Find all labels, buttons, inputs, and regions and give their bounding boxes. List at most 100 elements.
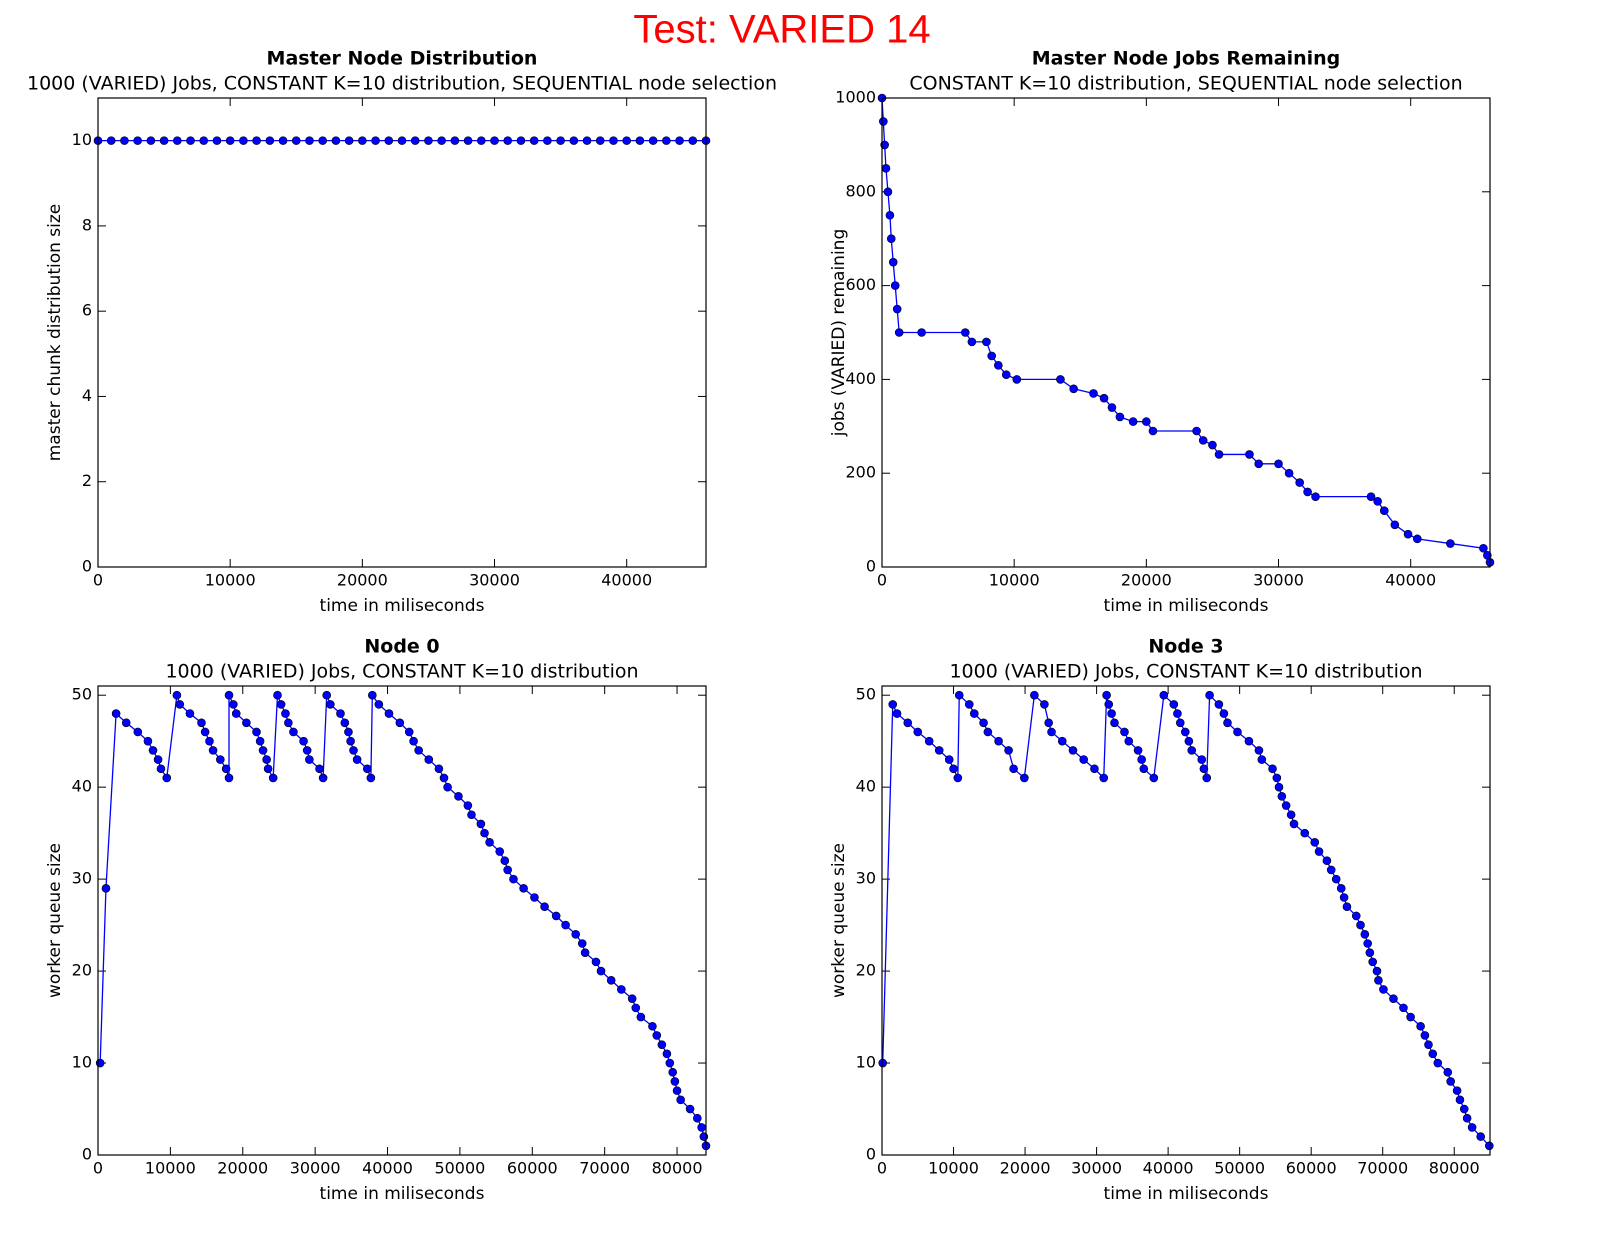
- data-point: [1277, 792, 1287, 801]
- y-tick-label: 20: [72, 961, 92, 980]
- data-point: [596, 966, 606, 976]
- data-point: [1268, 764, 1277, 774]
- data-point: [665, 1058, 675, 1068]
- x-axis-label: time in miliseconds: [1104, 596, 1269, 616]
- chart-title: Master Node Jobs Remaining: [1032, 48, 1341, 70]
- data-point: [1365, 948, 1375, 957]
- chart-subtitle: CONSTANT K=10 distribution, SEQUENTIAL n…: [909, 73, 1462, 95]
- data-point: [1069, 384, 1078, 394]
- data-point: [685, 1104, 695, 1114]
- data-point: [894, 328, 904, 337]
- data-point: [495, 847, 505, 856]
- data-point: [1459, 1104, 1469, 1114]
- data-point: [1149, 773, 1159, 783]
- data-point: [265, 136, 275, 145]
- data-point: [543, 136, 552, 145]
- data-point: [1079, 755, 1089, 764]
- data-point: [302, 746, 312, 755]
- data-point: [291, 136, 301, 145]
- data-point: [480, 828, 489, 838]
- data-point: [224, 773, 234, 783]
- data-point: [1428, 1049, 1438, 1059]
- data-point: [1245, 450, 1254, 459]
- data-point: [153, 755, 163, 764]
- data-point: [540, 902, 549, 912]
- data-point: [133, 727, 143, 737]
- data-point: [1326, 865, 1336, 875]
- data-point: [1479, 543, 1488, 553]
- chart-subtitle: 1000 (VARIED) Jobs, CONSTANT K=10 distri…: [165, 661, 638, 683]
- data-point: [1192, 426, 1201, 436]
- data-point: [463, 136, 473, 145]
- data-point: [886, 234, 896, 243]
- data-point: [111, 709, 121, 718]
- data-point: [1244, 736, 1254, 746]
- data-point: [994, 736, 1003, 746]
- data-point: [366, 773, 376, 783]
- data-point: [672, 1086, 682, 1095]
- data-point: [242, 718, 251, 728]
- data-point: [148, 746, 158, 755]
- y-tick-label: 8: [82, 215, 92, 234]
- data-point: [631, 1003, 641, 1013]
- data-point: [1128, 417, 1138, 426]
- y-axis-label: master chunk distribution size: [45, 204, 65, 462]
- data-point: [878, 1058, 888, 1068]
- data-point: [397, 136, 407, 145]
- data-point: [892, 304, 902, 314]
- data-point: [949, 764, 958, 774]
- data-point: [879, 117, 888, 126]
- data-point: [414, 746, 423, 755]
- data-point: [1175, 718, 1185, 728]
- x-tick-label: 20000: [337, 571, 388, 590]
- data-point: [1047, 727, 1056, 737]
- x-tick-label: 10000: [928, 1159, 979, 1178]
- x-tick-label: 80000: [652, 1159, 703, 1178]
- data-point: [273, 690, 282, 700]
- data-point: [617, 985, 626, 994]
- y-tick-label: 2: [82, 471, 92, 490]
- data-point: [1303, 487, 1312, 497]
- data-point: [268, 773, 278, 783]
- data-point: [252, 136, 261, 145]
- y-tick-label: 6: [82, 301, 92, 320]
- data-point: [162, 773, 172, 783]
- y-tick-label: 50: [72, 685, 92, 704]
- data-point: [987, 351, 997, 361]
- x-tick-label: 50000: [434, 1159, 485, 1178]
- data-point: [1110, 718, 1119, 728]
- chart-title: Master Node Distribution: [267, 48, 538, 70]
- data-point: [1184, 736, 1194, 746]
- data-point: [1057, 736, 1067, 746]
- data-point: [368, 690, 377, 700]
- data-point: [120, 136, 129, 145]
- data-point: [1169, 700, 1179, 709]
- data-point: [1137, 755, 1146, 764]
- data-point: [476, 819, 486, 829]
- data-point: [1284, 468, 1294, 478]
- data-point: [485, 838, 494, 847]
- data-point: [262, 755, 271, 764]
- x-tick-label: 40000: [362, 1159, 413, 1178]
- data-point: [1205, 690, 1214, 700]
- data-point: [903, 718, 913, 728]
- data-point: [1274, 459, 1283, 469]
- y-tick-label: 800: [845, 181, 876, 200]
- data-point: [1446, 1077, 1455, 1086]
- data-point: [1356, 920, 1365, 930]
- data-point: [888, 257, 898, 267]
- data-point: [212, 136, 222, 145]
- data-point: [1219, 709, 1229, 718]
- data-point: [1289, 819, 1299, 829]
- data-point: [1399, 1003, 1408, 1013]
- data-point: [229, 700, 238, 709]
- data-point: [284, 718, 293, 728]
- data-point: [688, 136, 698, 145]
- y-tick-label: 10: [856, 1053, 876, 1072]
- y-axis-label: jobs (VARIED) remaining: [829, 229, 849, 438]
- data-point: [1099, 393, 1109, 403]
- data-point: [156, 764, 166, 774]
- x-tick-label: 50000: [1214, 1159, 1265, 1178]
- data-point: [352, 755, 362, 764]
- data-point: [1406, 1012, 1415, 1022]
